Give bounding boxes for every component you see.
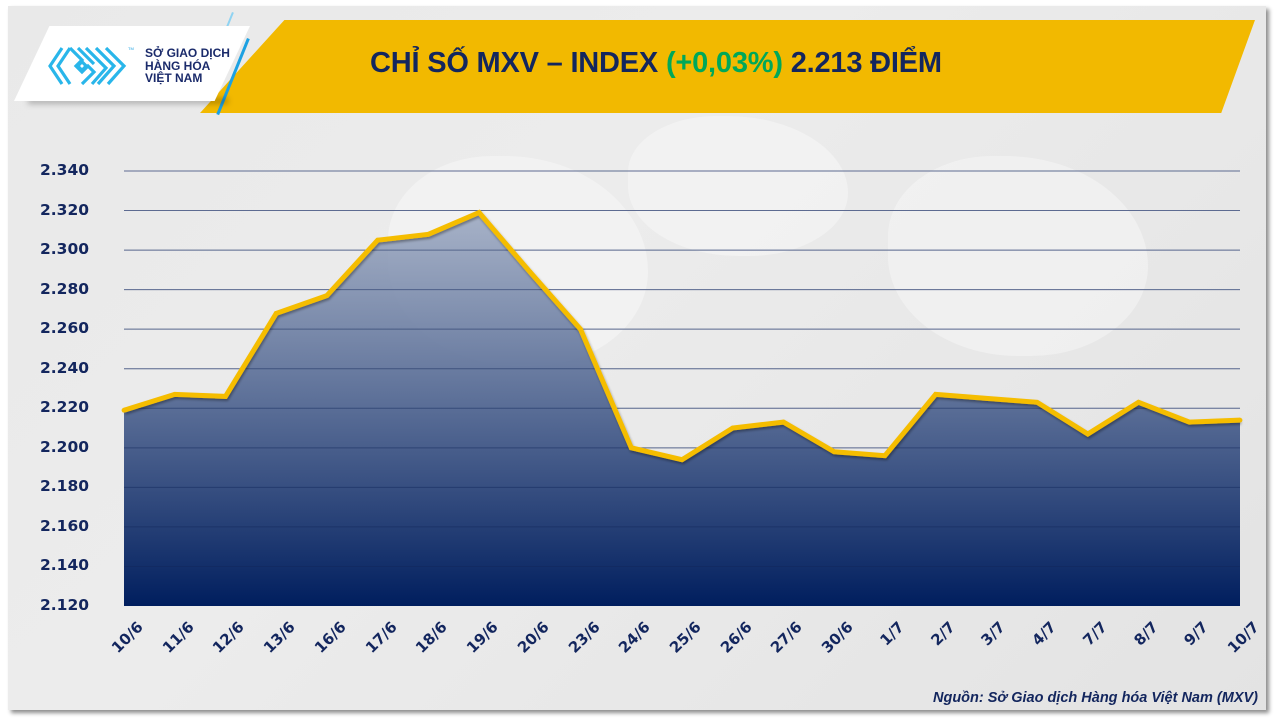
- logo-text-line: SỞ GIAO DỊCH: [145, 46, 230, 60]
- y-tick-label: 2.320: [40, 200, 90, 219]
- series-area: [124, 212, 1240, 606]
- data-point-30-6: [831, 449, 837, 455]
- data-point-19-6: [476, 210, 482, 215]
- data-point-7-7: [1085, 431, 1091, 437]
- y-tick-label: 2.240: [40, 358, 90, 377]
- data-point-26-6: [730, 425, 736, 431]
- data-point-9-7: [1186, 419, 1192, 425]
- y-tick-label: 2.220: [40, 398, 90, 417]
- data-point-18-6: [425, 231, 431, 237]
- title-banner: [200, 20, 1255, 113]
- mxv-logo-icon: [48, 46, 130, 90]
- source-note: Nguồn: Sở Giao dịch Hàng hóa Việt Nam (M…: [933, 690, 1258, 706]
- logo-text-line: HÀNG HÓA: [145, 58, 211, 73]
- y-tick-label: 2.200: [40, 437, 90, 456]
- y-tick-label: 2.140: [40, 556, 90, 575]
- data-point-10-7: [1237, 417, 1243, 423]
- gridlines-over-area: [124, 170, 1240, 567]
- y-tick-label: 2.160: [40, 516, 90, 535]
- title-value: 2.213 ĐIỂM: [790, 47, 942, 79]
- data-point-1-7: [882, 453, 888, 459]
- data-point-13-6: [273, 310, 279, 316]
- data-point-4-7: [1034, 399, 1040, 405]
- title-change-percent: (+0,03%): [665, 47, 783, 79]
- data-point-25-6: [679, 457, 685, 463]
- data-point-24-6: [628, 445, 634, 451]
- background-map-decoration: [888, 156, 1148, 356]
- background-map-decoration: [628, 116, 848, 256]
- y-tick-label: 2.300: [40, 240, 90, 259]
- y-tick-label: 2.260: [40, 319, 90, 338]
- logo-shadow: [28, 98, 228, 104]
- logo-text: SỞ GIAO DỊCH HÀNG HÓA VIỆT NAM: [145, 47, 230, 85]
- data-points: [121, 210, 1243, 463]
- logo-text-line: VIỆT NAM: [145, 71, 203, 85]
- data-point-2-7: [933, 392, 939, 397]
- data-point-20-6: [527, 269, 533, 275]
- data-point-23-6: [578, 326, 583, 332]
- y-tick-label: 2.180: [40, 477, 90, 496]
- y-tick-label: 2.280: [40, 279, 90, 298]
- data-point-17-6: [375, 237, 381, 243]
- chart-title: CHỈ SỐ MXV – INDEX (+0,03%) 2.213 ĐIỂM: [370, 47, 942, 87]
- data-point-11-6: [172, 392, 178, 397]
- data-point-27-6: [781, 419, 786, 425]
- y-tick-label: 2.120: [40, 596, 90, 614]
- data-point-8-7: [1136, 399, 1141, 405]
- y-tick-label: 2.340: [40, 161, 90, 179]
- data-point-3-7: [983, 395, 989, 401]
- data-point-10-6: [121, 407, 127, 413]
- data-point-12-6: [223, 394, 228, 399]
- logo-trademark: TM: [128, 46, 134, 51]
- data-point-16-6: [324, 293, 330, 298]
- title-prefix: CHỈ SỐ MXV – INDEX: [370, 47, 659, 79]
